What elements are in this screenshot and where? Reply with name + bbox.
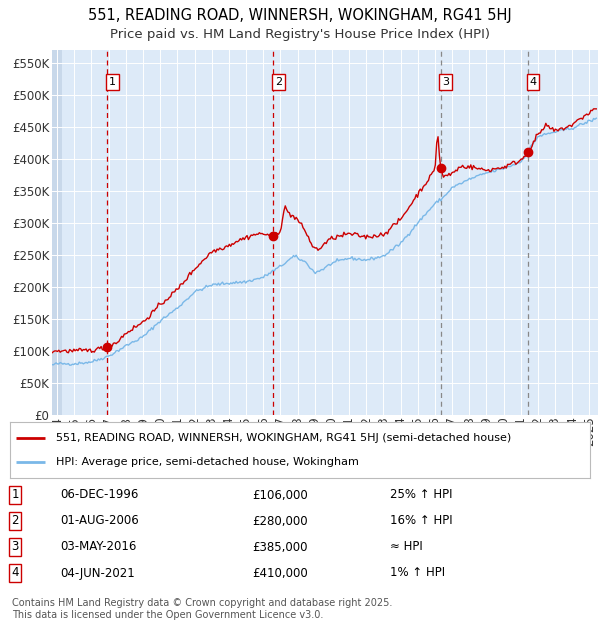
Text: 1% ↑ HPI: 1% ↑ HPI [390, 567, 445, 580]
Text: 551, READING ROAD, WINNERSH, WOKINGHAM, RG41 5HJ (semi-detached house): 551, READING ROAD, WINNERSH, WOKINGHAM, … [56, 433, 512, 443]
Text: £106,000: £106,000 [252, 489, 308, 502]
Text: 3: 3 [11, 541, 19, 554]
Text: 16% ↑ HPI: 16% ↑ HPI [390, 515, 452, 528]
Text: 01-AUG-2006: 01-AUG-2006 [60, 515, 139, 528]
Text: 03-MAY-2016: 03-MAY-2016 [60, 541, 136, 554]
Text: HPI: Average price, semi-detached house, Wokingham: HPI: Average price, semi-detached house,… [56, 458, 359, 467]
Text: 1: 1 [109, 77, 116, 87]
Text: 2: 2 [275, 77, 282, 87]
Text: 25% ↑ HPI: 25% ↑ HPI [390, 489, 452, 502]
Text: 04-JUN-2021: 04-JUN-2021 [60, 567, 135, 580]
Text: 06-DEC-1996: 06-DEC-1996 [60, 489, 139, 502]
Text: £280,000: £280,000 [252, 515, 308, 528]
Text: ≈ HPI: ≈ HPI [390, 541, 423, 554]
Text: 3: 3 [442, 77, 449, 87]
Text: 4: 4 [11, 567, 19, 580]
Text: Contains HM Land Registry data © Crown copyright and database right 2025.: Contains HM Land Registry data © Crown c… [12, 598, 392, 608]
Text: This data is licensed under the Open Government Licence v3.0.: This data is licensed under the Open Gov… [12, 610, 323, 620]
Text: 551, READING ROAD, WINNERSH, WOKINGHAM, RG41 5HJ: 551, READING ROAD, WINNERSH, WOKINGHAM, … [88, 8, 512, 23]
Text: £410,000: £410,000 [252, 567, 308, 580]
Text: 4: 4 [530, 77, 536, 87]
Text: Price paid vs. HM Land Registry's House Price Index (HPI): Price paid vs. HM Land Registry's House … [110, 28, 490, 41]
Text: £385,000: £385,000 [252, 541, 308, 554]
Text: 2: 2 [11, 515, 19, 528]
Text: 1: 1 [11, 489, 19, 502]
